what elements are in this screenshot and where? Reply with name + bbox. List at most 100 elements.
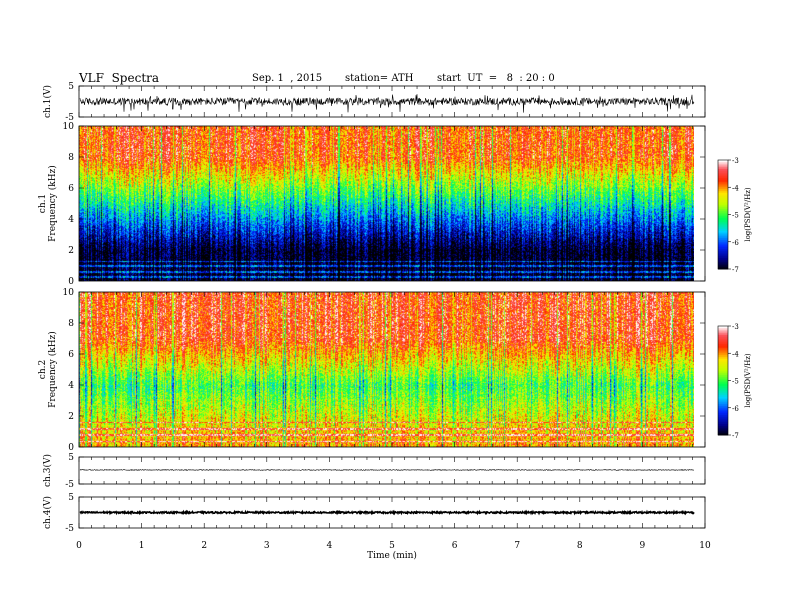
y-tick-label: 5 xyxy=(68,82,74,92)
y-axis-label: Frequency (kHz) xyxy=(47,331,58,408)
colorbar-cell xyxy=(718,335,728,338)
colorbar-cell xyxy=(718,373,728,376)
colorbar-cell xyxy=(718,333,728,336)
colorbar-cell xyxy=(718,431,728,434)
start-time-label: start UT = 8 : 20 : 0 xyxy=(437,73,555,84)
colorbar-cell xyxy=(718,160,728,163)
colorbar-label: log(PSD(V²/Hz) xyxy=(744,353,752,408)
colorbar-cell xyxy=(718,201,728,205)
colorbar-cell xyxy=(718,369,728,372)
y-tick-label: 5 xyxy=(68,493,74,503)
colorbar-cell xyxy=(718,243,728,246)
colorbar-cell xyxy=(718,196,728,199)
colorbar-tick-label: -6 xyxy=(732,239,739,247)
colorbar-cell xyxy=(718,223,728,226)
colorbar-cell xyxy=(718,353,728,356)
colorbar-cell xyxy=(718,338,728,342)
colorbar-cell xyxy=(718,418,728,421)
colorbar: -3 -4 -5 -6 -7 log(PSD(V²/Hz) xyxy=(717,157,752,274)
colorbar-tick-label: -5 xyxy=(732,378,739,386)
colorbar-tick-label: -7 xyxy=(732,432,739,440)
colorbar-cell xyxy=(718,229,728,232)
colorbar-cell xyxy=(718,167,728,170)
colorbar-cell xyxy=(718,207,728,210)
colorbar-cell xyxy=(718,344,728,347)
colorbar-tick-label: -4 xyxy=(732,350,739,358)
colorbar-cell xyxy=(718,351,728,354)
colorbar-cell xyxy=(718,356,728,360)
colorbar-cell xyxy=(718,163,728,166)
colorbar-cell xyxy=(718,205,728,208)
colorbar: -3 -4 -5 -6 -7 log(PSD(V²/Hz) xyxy=(717,323,752,440)
colorbar-cell xyxy=(718,360,728,363)
colorbar-cell xyxy=(718,241,728,245)
colorbar-tick-label: -4 xyxy=(732,184,739,192)
x-tick-label: 10 xyxy=(699,541,711,551)
colorbar-cell xyxy=(718,219,728,223)
colorbar-cell xyxy=(718,230,728,234)
colorbar-cell xyxy=(718,225,728,228)
colorbar-cell xyxy=(718,355,728,358)
colorbar-cell xyxy=(718,422,728,425)
colorbar-cell xyxy=(718,387,728,391)
colorbar-cell xyxy=(718,404,728,407)
colorbar-cell xyxy=(718,329,728,332)
colorbar-label: log(PSD(V²/Hz) xyxy=(744,187,752,242)
colorbar-cell xyxy=(718,384,728,387)
y-tick-label: 0 xyxy=(68,277,74,287)
colorbar-cell xyxy=(718,179,728,183)
colorbar-cell xyxy=(718,342,728,345)
colorbar-cell xyxy=(718,345,728,349)
y-tick-label: 6 xyxy=(68,350,74,360)
colorbar-cell xyxy=(718,170,728,174)
x-tick-label: 7 xyxy=(514,541,520,551)
waveform-line xyxy=(79,469,694,471)
colorbar-cell xyxy=(718,424,728,427)
waveform-line xyxy=(79,509,695,516)
colorbar-cell xyxy=(718,391,728,394)
colorbar-cell xyxy=(718,210,728,214)
x-tick-label: 3 xyxy=(264,541,270,551)
colorbar-cell xyxy=(718,380,728,383)
colorbar-tick-label: -3 xyxy=(732,157,739,165)
colorbar-cell xyxy=(718,258,728,261)
colorbar-cell xyxy=(718,398,728,401)
colorbar-cell xyxy=(718,178,728,181)
colorbar-cell xyxy=(718,267,728,270)
colorbar-cell xyxy=(718,252,728,255)
colorbar-tick-label: -7 xyxy=(732,266,739,274)
colorbar-cell xyxy=(718,395,728,398)
colorbar-cell xyxy=(718,331,728,334)
y-axis-label: ch.1(V) xyxy=(42,85,53,118)
colorbar-cell xyxy=(718,185,728,188)
colorbar-cell xyxy=(718,192,728,196)
colorbar-cell xyxy=(718,216,728,219)
colorbar-cell xyxy=(718,172,728,176)
spectrogram-1 xyxy=(79,126,694,281)
colorbar-cell xyxy=(718,187,728,190)
colorbar-cell xyxy=(718,365,728,369)
colorbar-cell xyxy=(718,203,728,206)
x-tick-label: 2 xyxy=(201,541,207,551)
y-tick-label: -5 xyxy=(65,524,74,534)
y-tick-label: 8 xyxy=(68,153,74,163)
colorbar-cell xyxy=(718,165,728,168)
y-tick-label: 10 xyxy=(63,122,75,132)
y-tick-label: 10 xyxy=(63,288,75,298)
y-tick-label: 4 xyxy=(68,381,74,391)
y-axis-label: ch.2 xyxy=(38,360,48,379)
colorbar-cell xyxy=(718,234,728,237)
panel-1: 5 -5 ch.1(V) xyxy=(42,82,706,123)
colorbar-cell xyxy=(718,250,728,254)
colorbar-cell xyxy=(718,378,728,381)
colorbar-cell xyxy=(718,176,728,179)
waveform-line xyxy=(79,94,695,113)
x-tick-label: 9 xyxy=(640,541,646,551)
x-axis-label: Time (min) xyxy=(367,550,417,561)
colorbar-cell xyxy=(718,265,728,268)
colorbar-cell xyxy=(718,212,728,215)
y-axis-label: ch.3(V) xyxy=(42,454,53,487)
colorbar-cell xyxy=(718,385,728,389)
colorbar-cell xyxy=(718,236,728,239)
